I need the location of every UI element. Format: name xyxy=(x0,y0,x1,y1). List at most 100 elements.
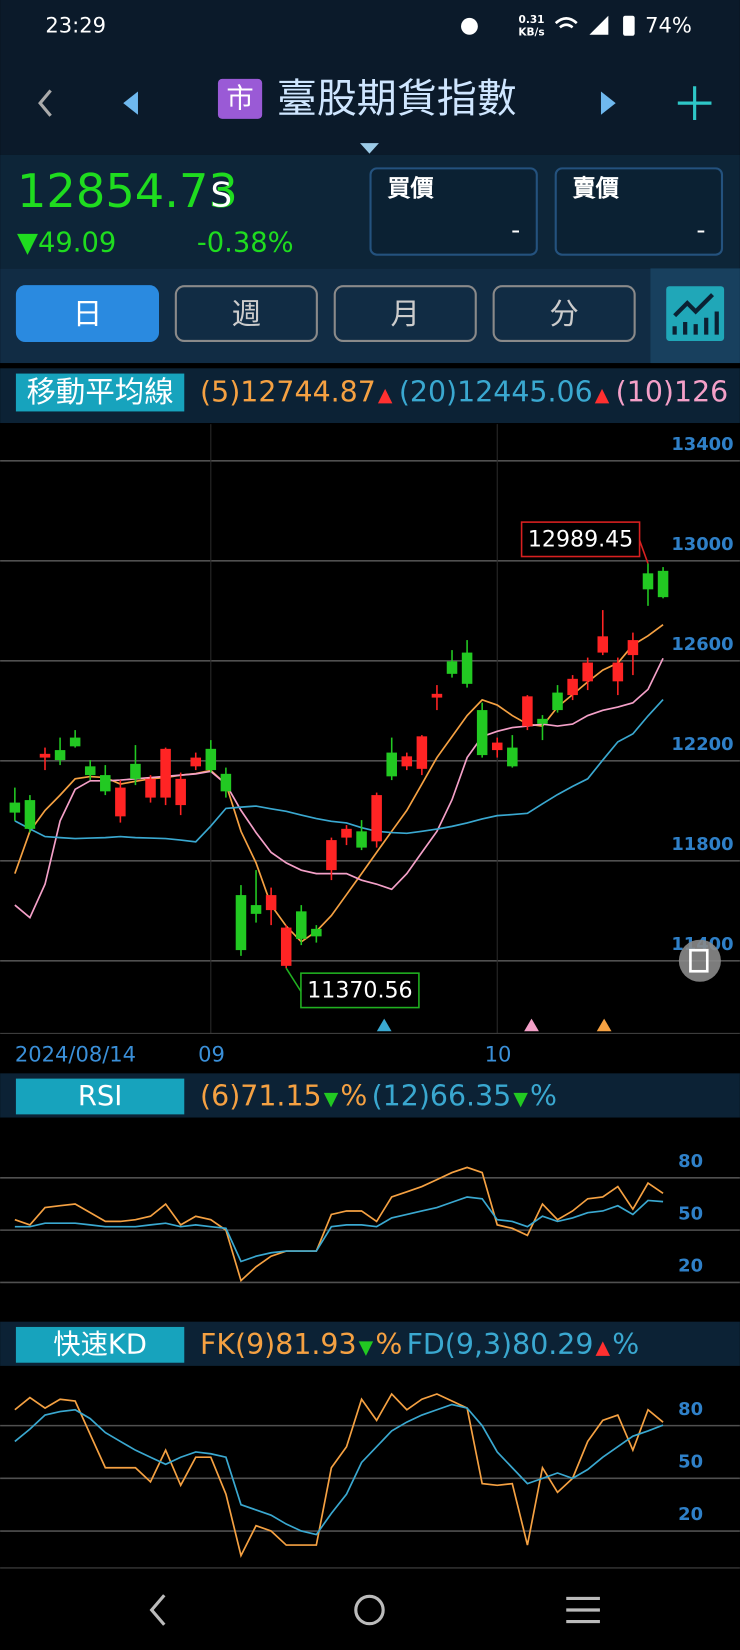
tab-label: 日 xyxy=(73,297,102,331)
candle-body xyxy=(175,778,186,806)
series-line xyxy=(14,1403,664,1536)
chart-switch-icon xyxy=(672,293,719,335)
legend-unit: % xyxy=(530,1080,557,1113)
signal-icon xyxy=(589,15,609,35)
y-tick-label: 12600 xyxy=(671,634,733,655)
candle-body xyxy=(476,710,488,756)
battery-icon xyxy=(623,15,635,36)
back[interactable] xyxy=(38,89,52,117)
bid-box xyxy=(369,167,538,256)
tab-label: 月 xyxy=(391,297,420,331)
candle-body xyxy=(130,763,141,779)
y-tick-label: 80 xyxy=(678,1399,703,1420)
nav-back[interactable] xyxy=(149,1594,166,1626)
legend-arrow: ▼ xyxy=(359,1336,374,1358)
x-tick-label: 2024/08/14 xyxy=(15,1041,136,1066)
clock: 23:29 xyxy=(45,12,106,37)
x-tick-label: 09 xyxy=(198,1041,225,1066)
legend-value: (20)12445.06 xyxy=(399,376,593,409)
y-tick-label: 50 xyxy=(678,1452,703,1473)
tab-label: 分 xyxy=(549,297,578,331)
candle-body xyxy=(491,742,503,751)
kd-legend: FK(9)81.93 ▼% FD(9,3)80.29 ▲% xyxy=(200,1328,639,1361)
candle-body xyxy=(507,747,518,767)
kd-chart: 20 50 80 xyxy=(0,1392,740,1559)
tab[interactable] xyxy=(174,285,318,342)
candle-body xyxy=(115,787,126,817)
candle-body xyxy=(190,757,202,767)
low-pointer xyxy=(285,967,302,992)
low-box xyxy=(300,972,420,1009)
y-tick-label: 13400 xyxy=(671,434,733,455)
tabs: 日週月分 xyxy=(15,285,636,342)
candle-body xyxy=(311,928,322,937)
price: 12854.73 xyxy=(17,164,238,218)
candle-body xyxy=(386,752,397,777)
candle-body xyxy=(84,766,96,776)
y-tick-label: 12200 xyxy=(671,734,733,755)
y-tick-label: 50 xyxy=(678,1203,703,1224)
legend-value: (10)126 xyxy=(616,376,729,409)
legend-value: FD(9,3)80.29 xyxy=(407,1328,594,1361)
wifi-icon xyxy=(554,17,578,29)
y-tick-label: 20 xyxy=(678,1504,703,1525)
candle-body xyxy=(54,750,66,761)
prev[interactable] xyxy=(123,91,138,115)
candle-body xyxy=(220,773,232,792)
tab[interactable] xyxy=(15,285,160,342)
float-button[interactable] xyxy=(678,939,721,982)
candle-body xyxy=(446,661,458,674)
tab-label: 週 xyxy=(232,297,261,331)
candle-body xyxy=(461,652,473,684)
candle-body xyxy=(250,905,262,914)
float-icon xyxy=(689,948,709,973)
nav-home[interactable] xyxy=(354,1594,385,1626)
legend-arrow: ▼ xyxy=(324,1088,339,1110)
legend-arrow: ▼ xyxy=(513,1088,528,1110)
net-unit: KB/s xyxy=(518,27,544,39)
legend-value: (6)71.15 xyxy=(200,1080,322,1113)
candle-body xyxy=(371,795,382,842)
candle-body xyxy=(341,828,352,838)
series-line xyxy=(14,1392,664,1559)
signal-marker xyxy=(376,1018,392,1032)
price-flag: S xyxy=(211,175,232,214)
candle-body xyxy=(235,895,247,951)
dropdown[interactable] xyxy=(360,143,379,154)
tab[interactable] xyxy=(492,285,636,342)
candle-body xyxy=(205,748,217,771)
series-line xyxy=(14,657,664,919)
battery: 74% xyxy=(645,12,692,37)
candle-body xyxy=(522,696,533,727)
high-box xyxy=(520,521,641,558)
rsi-legend: (6)71.15 ▼% (12)66.35 ▼% xyxy=(200,1080,557,1113)
candle-body xyxy=(642,573,654,590)
low-label: 11370.56 xyxy=(307,977,412,1003)
signal-marker xyxy=(596,1018,612,1032)
x-tick-label: 10 xyxy=(485,1041,512,1066)
series-line xyxy=(14,1166,664,1283)
add[interactable] xyxy=(677,86,712,120)
legend-value: (5)12744.87 xyxy=(200,376,376,409)
candle-body xyxy=(356,831,367,848)
tab[interactable] xyxy=(333,285,477,342)
candle-body xyxy=(597,636,609,653)
candle-body xyxy=(537,718,548,724)
nav-menu[interactable] xyxy=(566,1596,600,1624)
badge-text: 市 xyxy=(226,83,253,114)
candle-body xyxy=(401,756,413,767)
kd-label: 快速KD xyxy=(53,1329,147,1360)
high-label: 12989.45 xyxy=(528,526,633,552)
legend-value: (12)66.35 xyxy=(372,1080,512,1113)
ask: - xyxy=(696,216,705,245)
candle-body xyxy=(39,753,51,758)
candle-body xyxy=(657,570,669,598)
candle-body xyxy=(160,748,171,798)
series-line xyxy=(14,1196,664,1263)
legend-arrow: ▲ xyxy=(378,384,393,406)
legend-unit: % xyxy=(340,1080,367,1113)
next[interactable] xyxy=(600,91,616,115)
rsi-label: RSI xyxy=(78,1081,122,1112)
